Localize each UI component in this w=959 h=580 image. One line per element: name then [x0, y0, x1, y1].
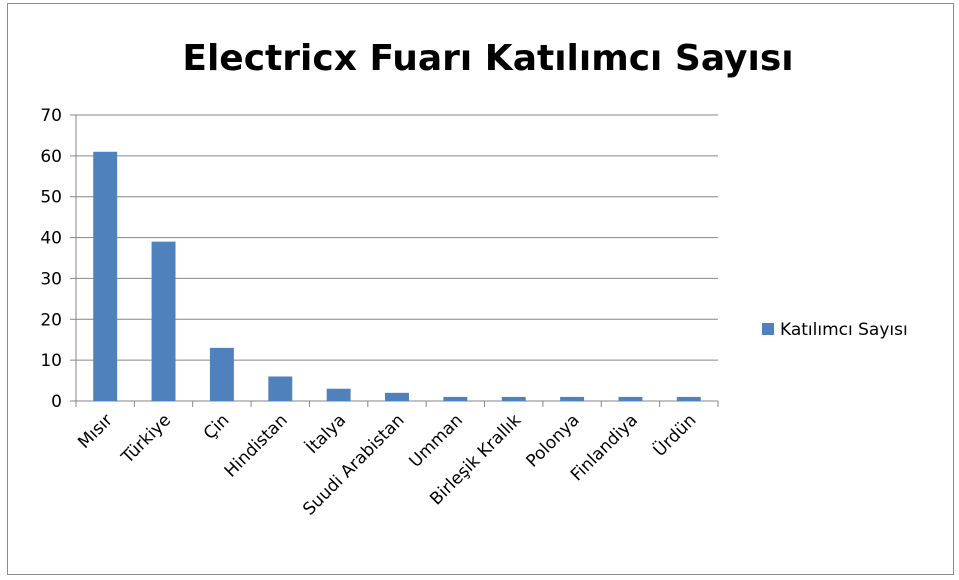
bar [676, 396, 701, 401]
x-tick-label: Ürdün [648, 409, 700, 461]
y-tick-label: 50 [40, 188, 62, 208]
x-tick-label: Polonya [523, 410, 584, 471]
x-tick-label: İtalya [302, 410, 350, 458]
bar [151, 241, 176, 401]
y-tick-label: 0 [51, 392, 62, 412]
y-tick-label: 10 [40, 351, 62, 371]
x-tick-label: Hindistan [221, 410, 292, 481]
legend-label: Katılımcı Sayısı [780, 320, 908, 340]
legend-swatch [762, 323, 774, 335]
chart-title: Electricx Fuarı Katılımcı Sayısı [182, 38, 793, 79]
y-tick-label: 40 [40, 229, 62, 249]
bar-chart: Electricx Fuarı Katılımcı Sayısı 0 10 20 30… [40, 38, 908, 520]
bar [560, 396, 585, 401]
y-tick-label: 60 [40, 147, 62, 167]
y-tick-label: 70 [40, 106, 62, 126]
chart-frame: Electricx Fuarı Katılımcı Sayısı 0 10 20 30… [7, 3, 954, 575]
bar [501, 396, 526, 401]
bar [618, 396, 643, 401]
bar [209, 347, 234, 401]
bar [385, 392, 409, 401]
bar [268, 376, 293, 401]
x-tick-label: Suudi Arabistan [299, 410, 408, 519]
x-tick-label: Türkiye [117, 410, 175, 468]
bar [93, 151, 118, 401]
x-tick-label: Çin [200, 410, 233, 443]
x-tick-label: Mısır [74, 410, 116, 452]
y-tick-label: 20 [40, 310, 62, 330]
bar [443, 396, 468, 401]
y-tick-label: 30 [40, 269, 62, 289]
bar [326, 388, 351, 401]
